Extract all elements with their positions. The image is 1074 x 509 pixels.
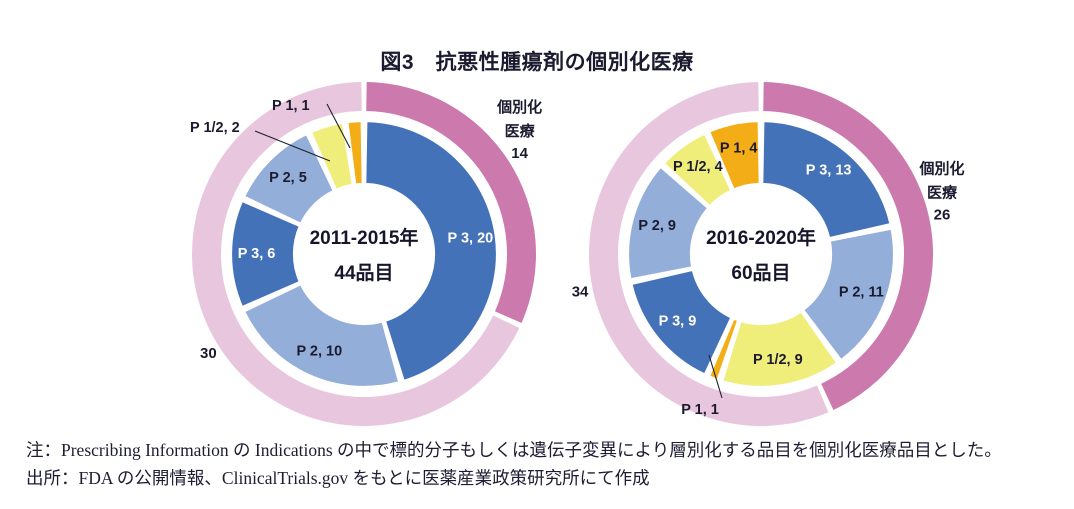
outer-ring-segment <box>763 82 933 411</box>
footnote-note: 注：Prescribing Information の Indications … <box>26 440 1002 460</box>
inner-ring-segment <box>346 119 364 186</box>
inner-ring-segment-label: P 2, 9 <box>638 218 676 234</box>
outer-ring-category-label: 医療 <box>505 122 536 140</box>
inner-ring-segment-label: P 1, 4 <box>720 141 758 157</box>
outer-ring-category-label: 医療 <box>927 184 958 202</box>
callout-label: P 1/2, 2 <box>190 120 240 136</box>
callout-label: P 1, 1 <box>272 98 310 114</box>
callout-leader-line <box>708 354 723 399</box>
outer-ring-segment <box>366 82 536 323</box>
center-label-period: 2011-2015年 <box>310 226 419 249</box>
inner-ring-segment-label: P 2, 5 <box>269 170 307 186</box>
outer-ring-value-label: 30 <box>200 345 217 362</box>
center-label-count: 44品目 <box>334 262 393 284</box>
inner-ring-segment <box>309 121 355 192</box>
inner-ring-segment-label: P 1/2, 4 <box>673 159 723 175</box>
inner-ring-segment <box>761 119 892 240</box>
outer-ring-value-label: 26 <box>934 207 951 224</box>
donut-center-hole <box>692 185 830 323</box>
inner-ring-segment-label: P 3, 9 <box>659 313 697 329</box>
outer-ring-segment <box>589 82 829 426</box>
outer-ring-category-label: 個別化 <box>496 98 542 116</box>
inner-ring-segment <box>662 131 733 208</box>
inner-ring-segment <box>626 165 710 281</box>
callout-label: P 1, 1 <box>681 402 719 418</box>
inner-ring-segment <box>229 199 302 309</box>
center-label-count: 60品目 <box>731 262 790 284</box>
inner-ring-segment-label: P 3, 6 <box>238 246 276 262</box>
callout-leader-line <box>254 130 331 162</box>
outer-ring-value-label: 14 <box>511 145 528 162</box>
inner-ring-segment <box>707 119 761 192</box>
outer-ring-value-label: 34 <box>572 283 589 300</box>
inner-ring-segment-label: P 3, 20 <box>448 231 494 247</box>
callout-leader-line <box>326 103 351 149</box>
inner-ring-segment <box>801 227 896 362</box>
inner-ring-segment <box>364 119 499 383</box>
outer-ring-category-label: 個別化 <box>918 160 964 178</box>
inner-ring-segment <box>630 268 733 377</box>
donut-center-hole <box>295 185 433 323</box>
inner-ring-segment <box>720 309 839 389</box>
inner-ring-segment-label: P 2, 10 <box>296 344 342 360</box>
footnote-source: 出所：FDA の公開情報、ClinicalTrials.gov をもとに医薬産業… <box>26 468 650 489</box>
inner-ring-segment <box>707 316 740 382</box>
inner-ring-segment-label: P 2, 11 <box>839 284 884 300</box>
footnotes: 注：Prescribing Information の Indications … <box>26 436 1056 493</box>
donut-chart-1: 14 個別化医療 30 P 3, 20 P 2, 10 P 3, 6 P 2, 5 P 1/2… <box>190 82 542 427</box>
donut-chart-2: 26 個別化医療 34 P 3, 13 P 2, 11 P 1/2, 9 P 3, 9 P 2… <box>572 82 964 426</box>
center-label-period: 2016-2020年 <box>706 226 816 249</box>
page-title: 図3 抗悪性腫瘍剤の個別化医療 <box>380 51 694 74</box>
inner-ring-segment <box>242 132 336 226</box>
inner-ring-segment-label: P 3, 13 <box>806 162 852 178</box>
inner-ring-segment-label: P 1/2, 9 <box>753 352 803 368</box>
inner-ring-segment <box>242 282 401 389</box>
